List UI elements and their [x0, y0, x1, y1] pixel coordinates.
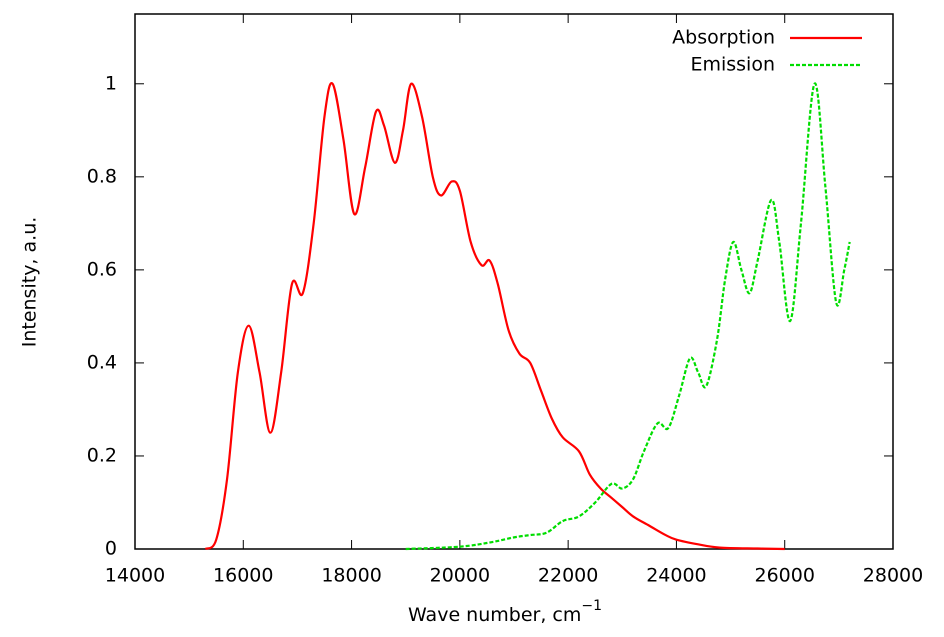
x-tick-label: 24000 — [646, 565, 706, 587]
x-axis-label: Wave number, cm−1 — [408, 598, 602, 626]
x-tick-label: 22000 — [538, 565, 598, 587]
line-series — [204, 82, 785, 551]
y-tick-label: 0 — [105, 538, 117, 560]
y-tick-label: 0.4 — [87, 351, 117, 373]
plot-frame — [134, 13, 894, 550]
y-tick-label: 0.8 — [87, 165, 117, 187]
x-tick-label: 26000 — [754, 565, 814, 587]
y-tick-label: 0.6 — [87, 258, 117, 280]
x-axis-label-main: Wave number, cm — [408, 604, 581, 626]
legend-label: Absorption — [672, 27, 775, 49]
x-axis-label-sup: −1 — [581, 598, 602, 614]
x-tick-label: 20000 — [430, 565, 490, 587]
x-tick-label: 28000 — [863, 565, 923, 587]
legend-label: Emission — [690, 54, 775, 76]
y-tick-label: 0.2 — [87, 444, 117, 466]
line-series — [405, 82, 851, 551]
y-axis-label: Intensity, a.u. — [19, 217, 41, 348]
x-tick-label: 16000 — [213, 565, 273, 587]
x-tick-label: 14000 — [105, 565, 165, 587]
y-tick-label: 1 — [105, 72, 117, 94]
x-tick-label: 18000 — [321, 565, 381, 587]
